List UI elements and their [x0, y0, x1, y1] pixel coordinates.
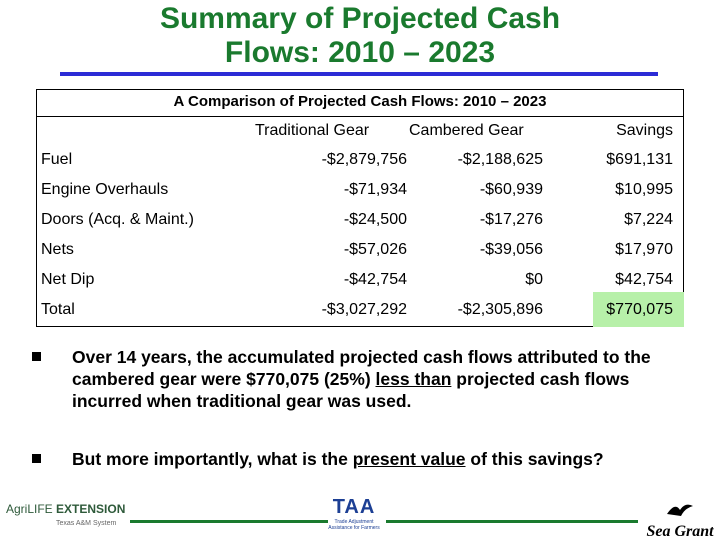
bullet-list: Over 14 years, the accumulated projected…: [32, 346, 702, 494]
table-row: Net Dip -$42,754 $0 $42,754: [37, 271, 683, 299]
table-row: Fuel -$2,879,756 -$2,188,625 $691,131: [37, 151, 683, 179]
table-row: Nets -$57,026 -$39,056 $17,970: [37, 241, 683, 269]
savings-value: $691,131: [606, 151, 673, 168]
cambered-value: -$2,305,896: [457, 301, 543, 318]
savings-value: $10,995: [615, 181, 673, 198]
savings-value: $17,970: [615, 241, 673, 258]
agrilife-subtitle: Texas A&M System: [56, 520, 117, 527]
savings-value: $42,754: [615, 271, 673, 288]
footer-rule-right: [386, 520, 638, 523]
bird-icon: [667, 504, 693, 516]
bullet-item: But more importantly, what is the presen…: [32, 448, 702, 470]
bullet-text: Over 14 years, the accumulated projected…: [72, 347, 651, 389]
traditional-value: -$24,500: [343, 211, 407, 228]
traditional-value: -$3,027,292: [321, 301, 407, 318]
taa-logo-text: TAA: [332, 496, 376, 518]
bullet-underlined-text: less than: [375, 369, 452, 389]
traditional-value: -$57,026: [343, 241, 407, 258]
taa-subtitle: Trade Adjustment Assistance for Farmers: [328, 519, 380, 531]
traditional-value: -$71,934: [343, 181, 407, 198]
agrilife-extension-logo: AgriLIFE EXTENSION: [6, 502, 125, 516]
table-row: Doors (Acq. & Maint.) -$24,500 -$17,276 …: [37, 211, 683, 239]
cambered-value: -$60,939: [479, 181, 543, 198]
savings-value: $770,075: [606, 301, 673, 318]
footer-rule-left: [130, 520, 328, 523]
header-savings: Savings: [616, 122, 673, 139]
header-traditional-gear: Traditional Gear: [255, 122, 370, 139]
table-caption: A Comparison of Projected Cash Flows: 20…: [173, 93, 547, 110]
agrilife-prefix: AgriLIFE: [6, 502, 53, 516]
cambered-value: -$39,056: [479, 241, 543, 258]
total-savings-highlight: [593, 292, 684, 327]
bullet-item: Over 14 years, the accumulated projected…: [32, 346, 702, 412]
cambered-value: $0: [525, 271, 543, 288]
row-label: Nets: [41, 241, 74, 258]
bullet-text: projected cash flows incurred when tradi…: [72, 369, 630, 411]
table-row: Engine Overhauls -$71,934 -$60,939 $10,9…: [37, 181, 683, 209]
header-cambered-gear: Cambered Gear: [409, 122, 524, 139]
slide-title: Summary of Projected Cash Flows: 2010 – …: [0, 2, 720, 70]
square-bullet-icon: [32, 352, 41, 361]
row-label: Net Dip: [41, 271, 95, 288]
row-label: Total: [41, 301, 75, 318]
square-bullet-icon: [32, 454, 41, 463]
cash-flow-table: A Comparison of Projected Cash Flows: 20…: [36, 89, 684, 327]
traditional-value: -$42,754: [343, 271, 407, 288]
table-row-total: Total -$3,027,292 -$2,305,896 $770,075: [37, 301, 683, 329]
cambered-value: -$2,188,625: [457, 151, 543, 168]
taa-logo: TAA Trade Adjustment Assistance for Farm…: [324, 496, 384, 531]
agrilife-suffix: EXTENSION: [56, 502, 126, 516]
bullet-text: But more importantly, what is the: [72, 449, 353, 469]
caption-divider: [37, 116, 683, 117]
sea-grant-text: Sea Grant: [646, 523, 714, 540]
row-label: Engine Overhauls: [41, 181, 169, 198]
cambered-value: -$17,276: [479, 211, 543, 228]
title-underline: [60, 72, 658, 76]
bullet-underlined-text: present value: [352, 449, 466, 469]
title-line-2: Flows: 2010 – 2023: [224, 36, 496, 69]
traditional-value: -$2,879,756: [321, 151, 407, 168]
savings-value: $7,224: [624, 211, 673, 228]
bullet-text: of this savings?: [465, 449, 604, 469]
row-label: Doors (Acq. & Maint.): [41, 211, 194, 228]
row-label: Fuel: [41, 151, 73, 168]
sea-grant-logo: Sea Grant: [642, 500, 718, 541]
title-line-1: Summary of Projected Cash: [159, 2, 561, 35]
